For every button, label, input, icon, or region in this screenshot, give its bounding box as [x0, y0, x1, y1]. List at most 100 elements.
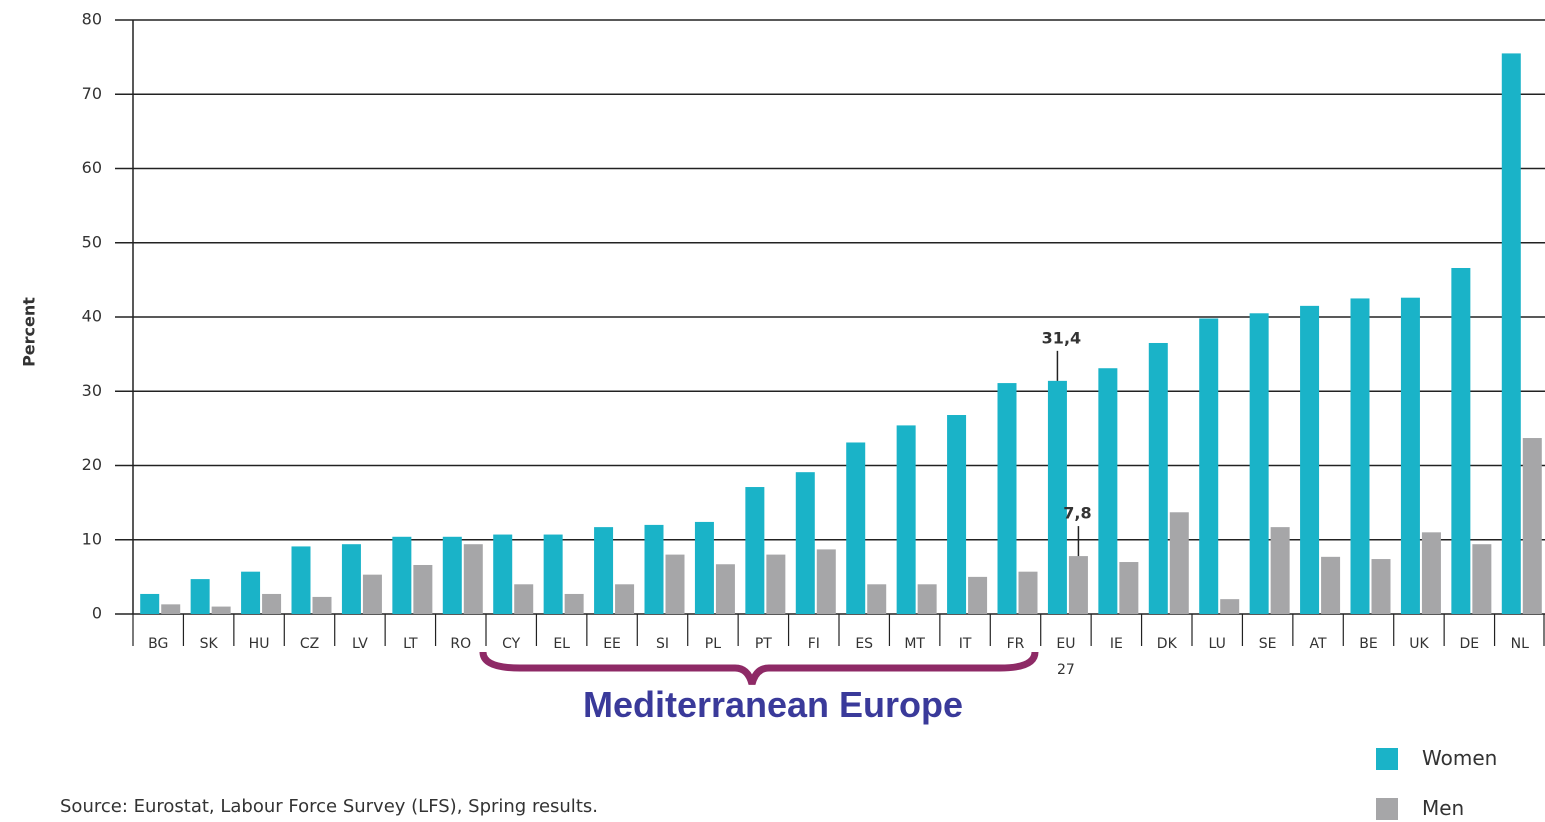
y-tick-label: 70	[82, 84, 102, 103]
y-tick-label: 60	[82, 158, 102, 177]
bar	[140, 593, 160, 614]
x-tick-label: DK	[1156, 636, 1177, 652]
bar	[997, 383, 1017, 614]
bar	[1199, 318, 1219, 614]
bar	[1472, 544, 1492, 614]
bar	[362, 574, 382, 614]
x-tick-label: EE	[603, 636, 621, 652]
value-label: 7,8	[1063, 504, 1091, 523]
bracket	[479, 651, 1039, 685]
bar	[442, 536, 462, 614]
bar	[1350, 298, 1370, 614]
x-tick-label: NL	[1510, 636, 1529, 652]
legend-swatch	[1376, 798, 1398, 820]
x-tick-label: HU	[248, 636, 270, 652]
bar	[594, 527, 614, 614]
x-tick-label: FR	[1006, 636, 1025, 652]
x-tick-label: LV	[352, 636, 368, 652]
source: Source: Eurostat, Labour Force Survey (L…	[60, 796, 598, 817]
bar	[795, 472, 815, 614]
x-tick-label: IE	[1109, 636, 1123, 652]
bar	[715, 564, 735, 614]
x-tick-label: UK	[1409, 636, 1429, 652]
x-tick-label: SI	[655, 636, 669, 652]
bar	[341, 544, 361, 614]
bar	[463, 544, 483, 614]
x-tick-label: BE	[1359, 636, 1378, 652]
bar	[867, 584, 887, 614]
bar	[413, 564, 433, 614]
x-tick-label: EL	[553, 636, 570, 652]
bar	[694, 521, 714, 614]
bar	[564, 593, 584, 614]
y-tick-label: 10	[82, 529, 102, 548]
bar	[846, 442, 866, 614]
bracket-label: Mediterranean Europe	[582, 684, 964, 725]
bar	[1371, 559, 1391, 614]
legend-label: Men	[1422, 796, 1465, 820]
bar	[745, 487, 765, 614]
bar	[291, 546, 311, 614]
bar	[1018, 571, 1038, 614]
legend-label: Women	[1422, 746, 1498, 770]
bar	[1068, 556, 1088, 614]
bar	[1119, 562, 1139, 614]
bar	[262, 593, 282, 614]
bar	[1321, 556, 1341, 614]
bar	[1169, 512, 1189, 614]
bar	[1047, 380, 1067, 614]
bar	[190, 579, 210, 614]
y-tick-label: 20	[82, 455, 102, 474]
bar	[241, 571, 261, 614]
bar	[543, 534, 563, 614]
bar	[1451, 267, 1471, 614]
bar	[917, 584, 937, 614]
x-tick-label: PL	[704, 636, 722, 652]
bar	[665, 554, 685, 614]
bar	[211, 606, 231, 614]
x-tick-label: RO	[450, 636, 472, 652]
x-tick-label: FI	[807, 636, 820, 652]
bar	[1220, 599, 1240, 614]
x-tick-label: BG	[148, 636, 169, 652]
y-tick-label: 50	[82, 232, 102, 251]
bar	[1421, 532, 1441, 614]
x-tick-label: IT	[958, 636, 972, 652]
bar	[1270, 527, 1290, 614]
y-tick-label: 80	[82, 10, 102, 29]
y-axis-label: Percent	[20, 297, 39, 367]
bar	[1249, 313, 1269, 614]
bar	[1400, 297, 1420, 614]
x-tick-label: SK	[199, 636, 218, 652]
y-tick-label: 40	[82, 307, 102, 326]
bar	[947, 415, 967, 614]
bar	[1148, 342, 1168, 614]
bar	[615, 584, 635, 614]
bar	[766, 554, 786, 614]
bar	[1098, 368, 1118, 614]
bar	[816, 549, 836, 614]
x-tick-label: MT	[904, 636, 925, 652]
value-label: 31,4	[1042, 328, 1081, 347]
bar	[1522, 438, 1542, 614]
x-tick-label: ES	[855, 636, 874, 652]
bar	[312, 596, 332, 614]
bar	[392, 536, 412, 614]
bar	[493, 534, 513, 614]
x-tick-label: DE	[1459, 636, 1480, 652]
x-tick-label: CY	[502, 636, 521, 652]
bar	[514, 584, 534, 614]
x-tick-label: SE	[1258, 636, 1277, 652]
x-tick-label: AT	[1309, 636, 1327, 652]
bar	[896, 425, 916, 614]
y-tick-label: 0	[92, 604, 102, 623]
bar	[161, 604, 181, 614]
legend-swatch	[1376, 748, 1398, 770]
bar	[968, 576, 988, 614]
bar	[644, 524, 664, 614]
bar	[1300, 305, 1320, 614]
x-tick-label: LU	[1208, 636, 1226, 652]
x-tick-label: EU 27	[1056, 636, 1076, 678]
